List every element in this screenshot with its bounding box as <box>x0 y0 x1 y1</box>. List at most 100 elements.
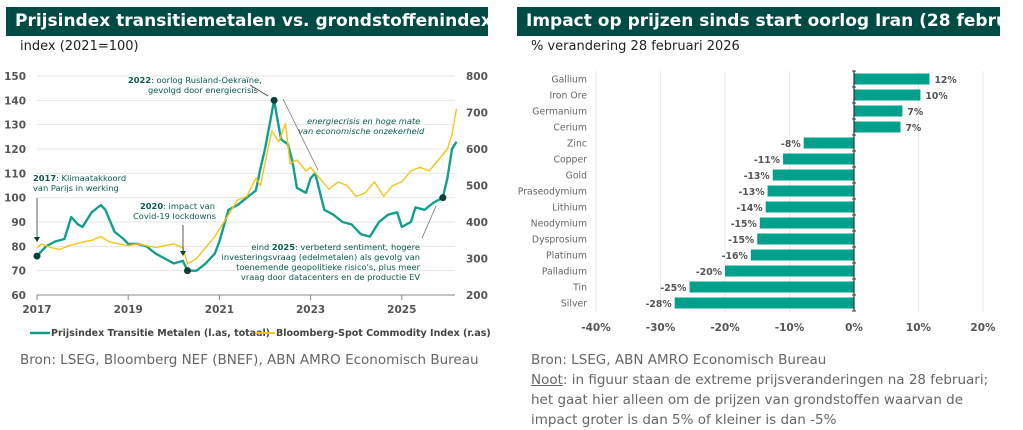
y-right-tick-label: 400 <box>466 217 488 229</box>
category-label: Cerium <box>553 123 587 134</box>
bar-gallium <box>854 73 930 85</box>
y-left-tick-label: 150 <box>4 71 26 83</box>
y-right-tick-label: 800 <box>466 71 488 83</box>
bar-lithium <box>765 201 854 213</box>
data-label: -8% <box>781 139 801 150</box>
y-left-tick-label: 80 <box>11 241 26 253</box>
x-tick-label: -40% <box>581 322 611 334</box>
annotation-energiecrisis: energiecrisis en hoge mate van economisch… <box>298 116 425 136</box>
bar-zinc <box>803 137 854 149</box>
bar-praseodymium <box>767 185 854 197</box>
right-chart-title: Impact op prijzen sinds start oorlog Ira… <box>517 7 1023 36</box>
data-label: -14% <box>737 203 764 214</box>
category-label: Germanium <box>532 107 587 118</box>
data-label: -16% <box>722 251 749 262</box>
right-source: Bron: LSEG, ABN AMRO Economisch Bureau <box>531 352 827 368</box>
data-label: -11% <box>754 155 781 166</box>
bar-tin <box>689 281 854 293</box>
left-chart-subtitle: index (2021=100) <box>20 39 139 54</box>
category-label: Platinum <box>546 251 587 262</box>
y-right-tick-label: 600 <box>466 144 488 156</box>
bar-chart: -40% -30% -20% -10% 0% 10% 20% Gallium 12% Iron … <box>518 70 996 334</box>
bar-platinum <box>750 249 854 261</box>
data-label: -15% <box>731 219 758 230</box>
annotations: 2017: Klimaatakkoord van Parijs in werkin… <box>33 75 437 282</box>
y-left-tick-label: 140 <box>4 95 26 107</box>
y-right-tick-label: 700 <box>466 108 488 120</box>
bar-cerium <box>854 121 901 133</box>
annotation-2017: 2017: Klimaatakkoord van Parijs in werkin… <box>33 173 126 193</box>
note-text: : in figuur staan de extreme prijsverand… <box>531 372 989 428</box>
legend: Prijsindex Transitie Metalen (l.as, tota… <box>30 328 491 339</box>
data-label: 12% <box>934 75 957 86</box>
bar-copper <box>783 153 854 165</box>
y-left-tick-label: 120 <box>4 144 26 156</box>
annotation-2020: 2020: impact van Covid-19 lockdowns <box>133 201 216 221</box>
annotation-marker <box>33 252 41 260</box>
data-label: 7% <box>907 107 923 118</box>
x-tick-label: 2021 <box>205 304 234 316</box>
data-label: -20% <box>696 267 723 278</box>
y-left-tick-label: 100 <box>4 193 26 205</box>
category-label: Lithium <box>552 203 587 214</box>
category-label: Gold <box>566 171 587 182</box>
data-label: -13% <box>744 171 771 182</box>
y-left-tick-label: 60 <box>11 290 26 302</box>
note: Noot: in figuur staan de extreme prijsve… <box>531 370 1001 430</box>
y-left-tick-label: 90 <box>11 217 26 229</box>
x-tick-label: 2023 <box>296 304 325 316</box>
data-label: 10% <box>925 91 948 102</box>
data-label: -13% <box>738 187 765 198</box>
annotation-2022: 2022: oorlog Rusland-Oekraïne, gevolgd do… <box>128 75 262 95</box>
bar-germanium <box>854 105 903 117</box>
bar-silver <box>674 297 854 309</box>
category-label: Zinc <box>567 139 587 150</box>
data-label: 7% <box>905 123 921 134</box>
line-chart: 60 70 80 90 100 110 120 130 140 150 200 300 400 500 60… <box>4 71 491 339</box>
legend-label-yellow: Bloomberg-Spot Commodity Index (r.as) <box>276 328 491 339</box>
legend-label-teal: Prijsindex Transitie Metalen (l.as, tota… <box>51 328 270 339</box>
category-label: Neodymium <box>531 219 587 230</box>
y-left-tick-label: 130 <box>4 120 26 132</box>
x-tick-label: -30% <box>646 322 676 334</box>
bar-gold <box>772 169 854 181</box>
y-left-tick-label: 70 <box>11 266 26 278</box>
x-tick-label: 10% <box>906 322 932 334</box>
data-label: -15% <box>728 235 755 246</box>
y-right-tick-label: 200 <box>466 290 488 302</box>
left-source: Bron: LSEG, Bloomberg NEF (BNEF), ABN AM… <box>20 352 479 368</box>
x-tick-label: -10% <box>775 322 805 334</box>
annotation-marker <box>439 194 447 202</box>
data-label: -28% <box>646 299 673 310</box>
category-label: Gallium <box>551 75 587 86</box>
x-tick-label: 0% <box>845 322 863 334</box>
bar-iron-ore <box>854 89 921 101</box>
category-label: Palladium <box>542 267 587 278</box>
bar-palladium <box>725 265 854 277</box>
series-line-bloomberg <box>36 108 458 265</box>
category-label: Copper <box>553 155 587 166</box>
annotation-2025: eind 2025: verbeterd sentiment, hogere in… <box>222 242 421 282</box>
annotation-marker <box>270 96 278 104</box>
x-tick-label: 20% <box>970 322 996 334</box>
y-right-tick-label: 500 <box>466 181 488 193</box>
left-chart-title: Prijsindex transitiemetalen vs. grondsto… <box>6 7 492 36</box>
right-source-note: Bron: LSEG, ABN AMRO Economisch Bureau N… <box>531 350 1001 430</box>
bar-dysprosium <box>757 233 854 245</box>
category-label: Praseodymium <box>518 187 587 198</box>
note-label: Noot <box>531 372 563 388</box>
annotation-marker <box>183 267 191 275</box>
x-tick-label: 2017 <box>22 304 51 316</box>
x-tick-label: 2019 <box>114 304 143 316</box>
data-label: -25% <box>660 283 687 294</box>
y-left-tick-label: 110 <box>4 168 26 180</box>
category-label: Iron Ore <box>549 91 587 102</box>
x-tick-label: 2025 <box>387 304 416 316</box>
bar-neodymium <box>759 217 854 229</box>
category-label: Dysprosium <box>532 235 587 246</box>
y-right-tick-label: 300 <box>466 254 488 266</box>
right-chart-subtitle: % verandering 28 februari 2026 <box>531 39 740 54</box>
series-line-transitiemetalen <box>36 99 458 272</box>
category-label: Silver <box>561 299 587 310</box>
category-label: Tin <box>572 283 587 294</box>
